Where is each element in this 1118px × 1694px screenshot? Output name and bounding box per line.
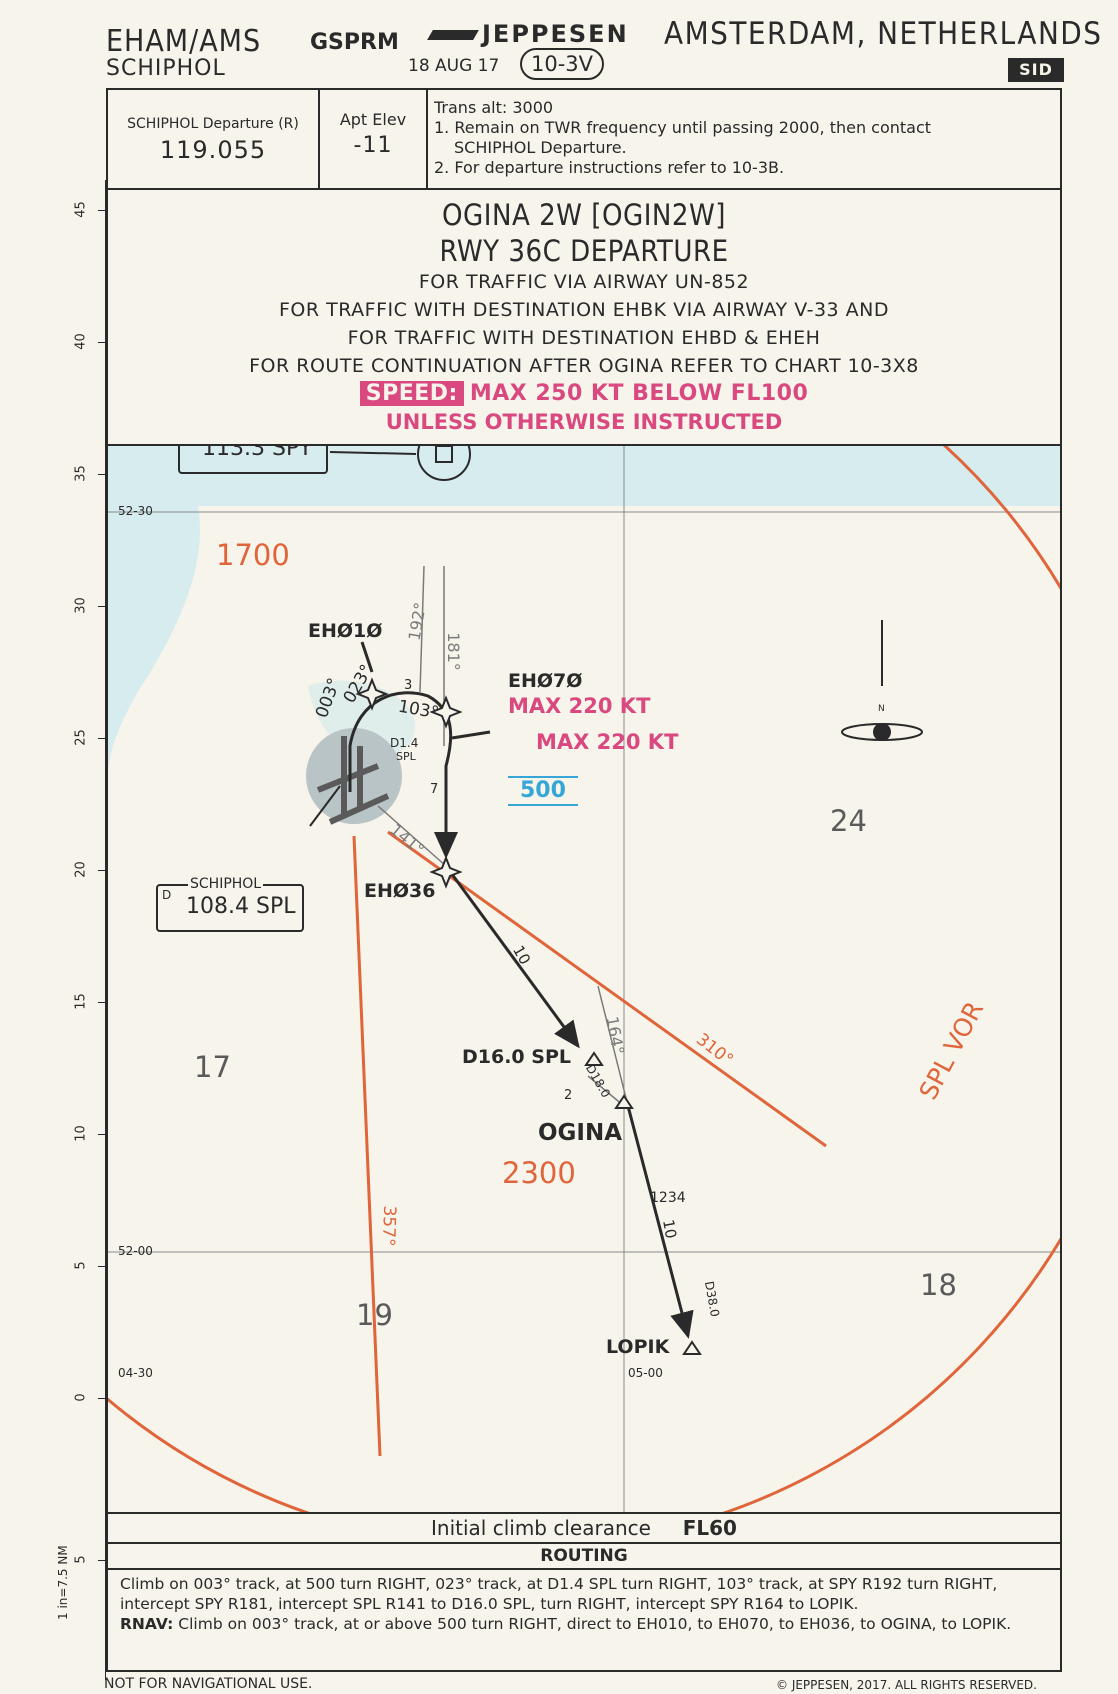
- speed-restriction-2: UNLESS OTHERWISE INSTRUCTED: [385, 410, 783, 434]
- spl-label: SPL: [396, 750, 416, 763]
- track-181: 181°: [443, 632, 463, 671]
- spy-vor-icon: [417, 446, 471, 481]
- routing-heading: ROUTING: [106, 1544, 1062, 1570]
- north-label: N: [878, 704, 885, 714]
- footer-copyright: © JEPPESEN, 2017. ALL RIGHTS RESERVED.: [776, 1678, 1037, 1692]
- logo-swoosh-icon: [427, 30, 479, 40]
- fly-by-waypoints: [355, 677, 463, 889]
- distance-scale: 45 40 35 30 25 20 15 10 5 0 5: [74, 180, 106, 1680]
- msa-2300: 2300: [502, 1156, 576, 1190]
- routing-text: Climb on 003° track, at 500 turn RIGHT, …: [106, 1570, 1062, 1672]
- lon-0500: 05-00: [628, 1366, 663, 1380]
- ogina-triangle-icon: [614, 1094, 634, 1109]
- eh010-leader: [360, 641, 374, 673]
- spy-navaid-box: SPIJKERBOOR D 113.3 SPY: [178, 446, 328, 474]
- chart-date: 18 AUG 17: [408, 56, 500, 76]
- waypoint-eh036: EHØ36: [364, 880, 436, 902]
- traffic-note-1: FOR TRAFFIC VIA AIRWAY UN-852: [418, 271, 750, 293]
- jeppesen-logo: JEPPESEN: [427, 20, 629, 48]
- spy-leader: [329, 451, 417, 455]
- water-area-west: [108, 506, 200, 776]
- route-continuation-note: FOR ROUTE CONTINUATION AFTER OGINA REFER…: [249, 355, 919, 377]
- triangle-waypoints: [584, 1051, 702, 1355]
- chart-code: GSPRM: [310, 30, 399, 55]
- grid-mora-24: 24: [830, 804, 867, 838]
- d14-label: D1.4: [390, 736, 419, 750]
- scale-note: 1 in=7.5 NM: [56, 1545, 70, 1620]
- traffic-note-3: FOR TRAFFIC WITH DESTINATION EHBD & EHEH: [347, 327, 821, 349]
- chart-number: 10-3V: [520, 48, 604, 80]
- speed-restriction: SPEED: MAX 250 KT BELOW FL100: [108, 380, 1060, 408]
- departure-frequency: SCHIPHOL Departure (R) 119.055: [108, 90, 320, 188]
- procedure-name: OGINA 2W [OGIN2W]: [442, 198, 726, 232]
- departure-notes: Trans alt: 3000 1. Remain on TWR frequen…: [434, 98, 932, 177]
- water-area: [108, 446, 1060, 506]
- city-title: AMSTERDAM, NETHERLANDS: [664, 16, 1103, 52]
- sid-badge: SID: [1008, 58, 1064, 82]
- obstacle-1234: 1234: [650, 1190, 686, 1206]
- map-canvas: [108, 446, 1060, 1514]
- north-arrow-icon: [841, 620, 923, 741]
- radial-357: [352, 835, 382, 1457]
- radial-357-label: 357°: [377, 1205, 400, 1247]
- speed-leader: [451, 730, 491, 740]
- msa-1700: 1700: [216, 538, 290, 572]
- runway-departure: RWY 36C DEPARTURE: [439, 234, 729, 268]
- distance-2: 2: [564, 1088, 573, 1103]
- runways: [316, 736, 390, 825]
- traffic-note-2: FOR TRAFFIC WITH DESTINATION EHBK VIA AI…: [278, 299, 890, 321]
- procedure-title-box: OGINA 2W [OGIN2W] RWY 36C DEPARTURE FOR …: [106, 190, 1062, 446]
- eh070-star-icon: [429, 695, 463, 729]
- speed-limit-d14: MAX 220 KT: [536, 730, 679, 754]
- lopik-triangle-icon: [682, 1340, 702, 1355]
- lat-5200: 52-00: [118, 1244, 153, 1258]
- waypoint-eh070: EHØ7Ø: [508, 670, 583, 692]
- eh010-star-icon: [355, 677, 389, 711]
- airport-id: EHAM/AMS: [106, 24, 262, 59]
- d16-triangle-icon: [584, 1051, 604, 1066]
- lon-0430: 04-30: [118, 1366, 153, 1380]
- waypoint-ogina: OGINA: [538, 1120, 623, 1146]
- radial-310: [387, 830, 827, 1148]
- altitude-500: 500: [508, 776, 578, 806]
- waypoint-lopik: LOPIK: [606, 1336, 670, 1358]
- grid-mora-18: 18: [920, 1268, 957, 1302]
- initial-climb-clearance: Initial climb clearance FL60: [106, 1512, 1062, 1544]
- airport-header: EHAM/AMS SCHIPHOL: [106, 26, 261, 80]
- distance-10-b: 10: [659, 1218, 681, 1240]
- frequency-box: SCHIPHOL Departure (R) 119.055 Apt Elev …: [106, 88, 1062, 190]
- spl-leader: [309, 785, 341, 827]
- airport-name: SCHIPHOL: [106, 56, 226, 81]
- eh036-star-icon: [429, 855, 463, 889]
- departure-map: SPIJKERBOOR D 113.3 SPY SCHIPHOL D 108.4…: [106, 446, 1062, 1514]
- grid-mora-19: 19: [356, 1298, 393, 1332]
- grid-mora-17: 17: [194, 1050, 231, 1084]
- waypoint-d16-spl: D16.0 SPL: [462, 1046, 571, 1068]
- departure-track: [348, 691, 694, 1339]
- waypoint-eh010: EHØ1Ø: [308, 620, 383, 642]
- distance-3: 3: [404, 678, 413, 693]
- spl-navaid-box: SCHIPHOL D 108.4 SPL: [156, 876, 304, 932]
- airport-elevation: Apt Elev -11: [320, 90, 428, 188]
- speed-limit-eh070: MAX 220 KT: [508, 694, 651, 718]
- spl-vor-arc: [108, 446, 1060, 1514]
- distance-7: 7: [430, 782, 439, 797]
- lat-5230: 52-30: [118, 504, 153, 518]
- footer-disclaimer: NOT FOR NAVIGATIONAL USE.: [104, 1676, 313, 1692]
